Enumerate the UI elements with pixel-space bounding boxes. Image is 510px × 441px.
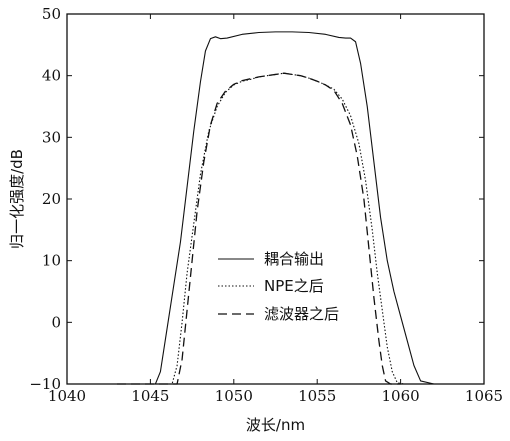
series-line-coupled-output	[100, 31, 435, 385]
tick-labels: 1040 1045 1050 1055 1060 1065 −10 0 10 20 30 40 50	[29, 5, 503, 405]
series-line-after-filter	[117, 72, 401, 385]
y-tick-label: 30	[42, 128, 61, 146]
x-axis-label: 波长/nm	[246, 416, 305, 434]
plot-area-frame	[66, 13, 485, 385]
y-tick-label: 50	[42, 5, 61, 23]
y-axis-label: 归一化强度/dB	[8, 149, 26, 249]
x-tick-label: 1055	[298, 387, 336, 405]
x-tick-label: 1040	[48, 387, 86, 405]
legend-label-after-npe: NPE之后	[264, 277, 324, 295]
y-tick-label: 0	[51, 313, 61, 331]
series-line-after-npe	[117, 72, 418, 385]
legend: 耦合输出 NPE之后 滤波器之后	[218, 250, 339, 323]
y-tick-label: 10	[42, 252, 61, 270]
y-tick-label: 20	[42, 190, 61, 208]
legend-label-after-filter: 滤波器之后	[264, 305, 339, 323]
x-tick-label: 1050	[215, 387, 253, 405]
y-tick-label: −10	[29, 375, 61, 393]
axis-ticks	[66, 13, 485, 385]
y-tick-label: 40	[42, 67, 61, 85]
x-tick-label: 1060	[382, 387, 420, 405]
plot-lines	[100, 31, 435, 385]
x-tick-label: 1065	[465, 387, 503, 405]
x-tick-label: 1045	[131, 387, 169, 405]
legend-label-coupled-output: 耦合输出	[264, 250, 324, 268]
